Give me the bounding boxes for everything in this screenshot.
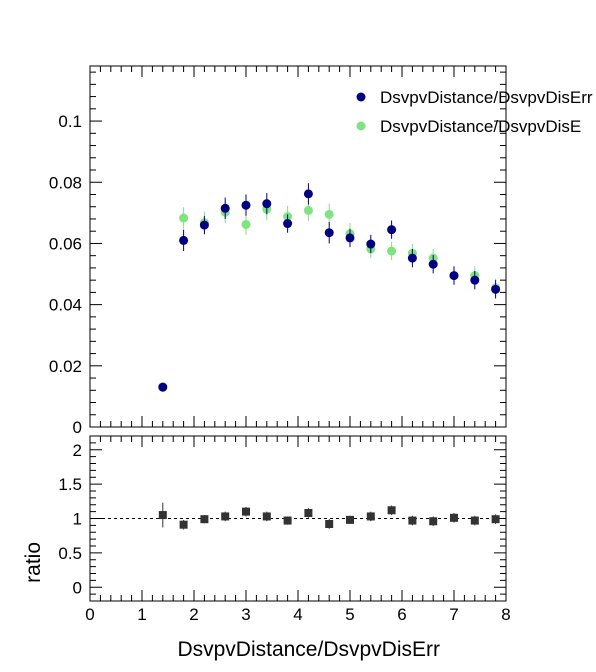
y-tick-label: 1 <box>73 510 82 529</box>
data-point <box>200 515 209 524</box>
data-point <box>304 509 313 517</box>
x-tick-label: 4 <box>293 605 302 624</box>
data-point <box>408 516 417 525</box>
data-point <box>241 219 251 229</box>
data-point <box>325 520 334 528</box>
y-tick-label: 0.06 <box>49 234 82 253</box>
data-point <box>262 512 271 521</box>
data-point <box>449 271 459 281</box>
data-point <box>241 200 251 210</box>
data-point <box>346 515 354 524</box>
data-point <box>491 515 500 524</box>
data-point <box>324 228 334 238</box>
x-tick-label: 3 <box>241 605 250 624</box>
legend-marker <box>356 121 366 131</box>
y-tick-label: 0 <box>73 418 82 437</box>
data-point <box>221 512 230 521</box>
data-point <box>450 513 458 522</box>
data-point <box>303 205 313 215</box>
data-point <box>262 199 272 209</box>
data-point <box>429 517 438 526</box>
data-point <box>387 506 396 515</box>
legend-label: DsvpvDistance/DsvpvDisE <box>380 117 581 136</box>
y-tick-label: 0.02 <box>49 357 82 376</box>
y-tick-label: 0.1 <box>58 112 82 131</box>
y-tick-label: 1.5 <box>58 475 82 494</box>
x-axis-title: DsvpvDistance/DsvpvDisErr <box>177 638 440 661</box>
data-point <box>491 284 501 294</box>
data-point <box>366 512 375 521</box>
data-point <box>179 235 189 245</box>
y-tick-label: 2 <box>73 441 82 460</box>
y-tick-label: 0.04 <box>49 296 82 315</box>
x-tick-label: 5 <box>345 605 354 624</box>
y-tick-label: 0 <box>73 578 82 597</box>
data-point <box>407 253 417 263</box>
data-point <box>470 275 480 285</box>
data-point <box>220 203 230 213</box>
ratio-axis-title: ratio <box>22 542 45 583</box>
data-point <box>283 219 293 229</box>
legend-label: DsvpvDistance/DsvpvDisErr <box>380 88 593 107</box>
data-point <box>324 209 334 219</box>
legend-marker <box>356 92 366 102</box>
x-tick-label: 0 <box>85 605 94 624</box>
data-point <box>179 213 189 223</box>
x-tick-label: 8 <box>501 605 510 624</box>
x-tick-label: 7 <box>449 605 458 624</box>
main-panel: 0 0.02 0.04 0.06 0.08 0.1 <box>49 65 507 437</box>
data-point <box>470 516 479 525</box>
data-point <box>158 511 167 520</box>
data-point <box>303 189 313 199</box>
x-tick-label: 6 <box>397 605 406 624</box>
data-point <box>345 233 355 243</box>
data-point <box>387 225 397 235</box>
data-point <box>387 246 397 256</box>
data-point <box>199 220 209 230</box>
x-tick-label: 2 <box>189 605 198 624</box>
legend: DsvpvDistance/DsvpvDisErr DsvpvDistance/D… <box>356 88 593 136</box>
y-tick-label: 0.5 <box>58 544 82 563</box>
data-point <box>179 520 188 529</box>
data-point <box>428 259 438 269</box>
data-point <box>158 382 168 392</box>
x-tick-label: 1 <box>137 605 146 624</box>
y-tick-label: 0.08 <box>49 173 82 192</box>
data-point <box>242 507 250 516</box>
data-point <box>283 516 292 525</box>
ratio-panel: 0 0.5 1 1.5 2 0 1 2 3 4 5 6 7 8 <box>58 435 511 624</box>
data-point <box>366 239 376 249</box>
